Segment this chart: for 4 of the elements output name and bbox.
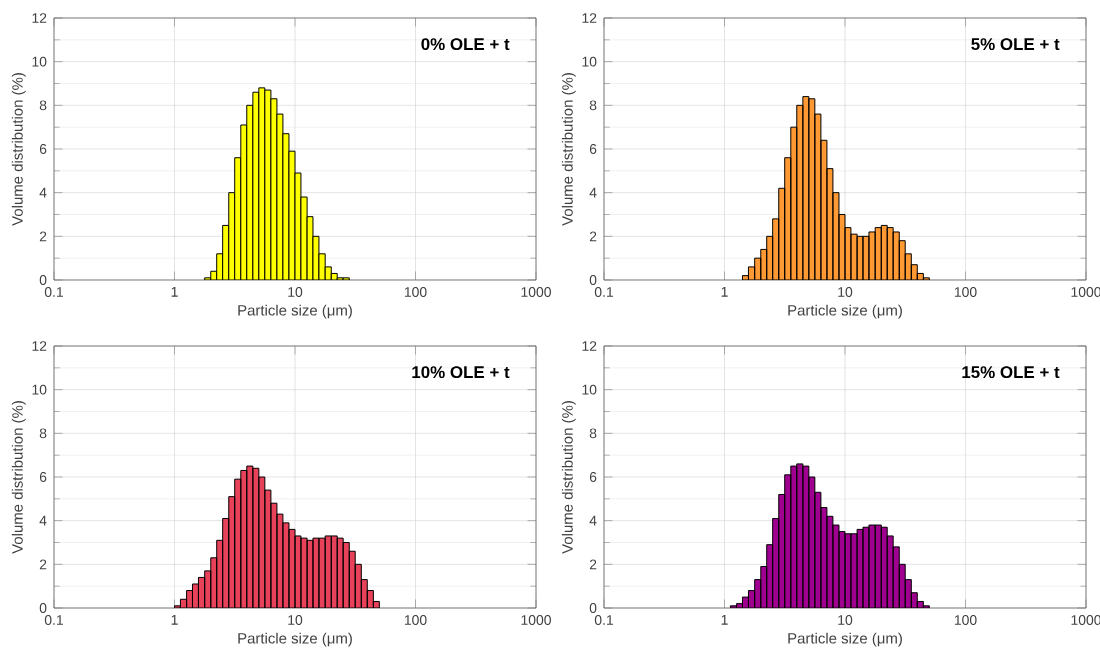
text: 5% OLE + t — [971, 38, 1060, 51]
text: 0% OLE + t — [421, 38, 510, 51]
text: 15% OLE + t — [962, 366, 1060, 379]
text: 10% OLE + t — [412, 366, 510, 379]
